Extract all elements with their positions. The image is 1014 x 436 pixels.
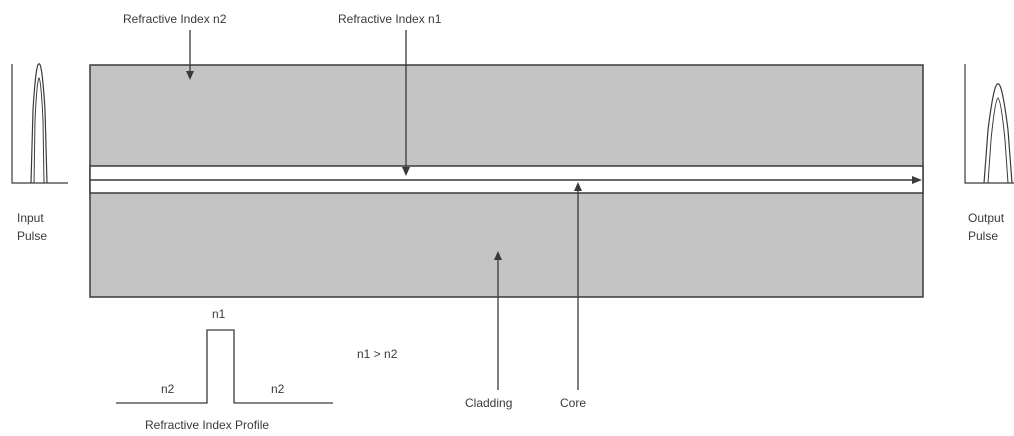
core-pointer-arrow	[574, 182, 582, 390]
n1-pointer-arrow	[402, 30, 410, 176]
cladding-pointer-arrow	[494, 251, 502, 390]
input-pulse-label-line1: Input	[17, 211, 44, 225]
output-pulse-label-line1: Output	[968, 211, 1005, 225]
light-path-arrow	[90, 176, 922, 184]
profile-n2-right-label: n2	[271, 382, 285, 396]
output-pulse-label-line2: Pulse	[968, 229, 999, 243]
input-pulse-label-line2: Pulse	[17, 229, 48, 243]
cladding-label: Cladding	[465, 396, 513, 410]
profile-n2-left-label: n2	[161, 382, 175, 396]
input-pulse-graph	[11, 63, 68, 184]
refractive-index-n1-label: Refractive Index n1	[338, 12, 442, 26]
core-label: Core	[560, 396, 587, 410]
refractive-index-n2-label: Refractive Index n2	[123, 12, 227, 26]
profile-n1-label: n1	[212, 307, 226, 321]
profile-title: Refractive Index Profile	[145, 418, 270, 432]
refractive-index-profile	[116, 329, 333, 404]
inequality-label: n1 > n2	[357, 347, 398, 361]
n2-pointer-arrow	[186, 30, 194, 80]
output-pulse-graph	[964, 64, 1014, 184]
